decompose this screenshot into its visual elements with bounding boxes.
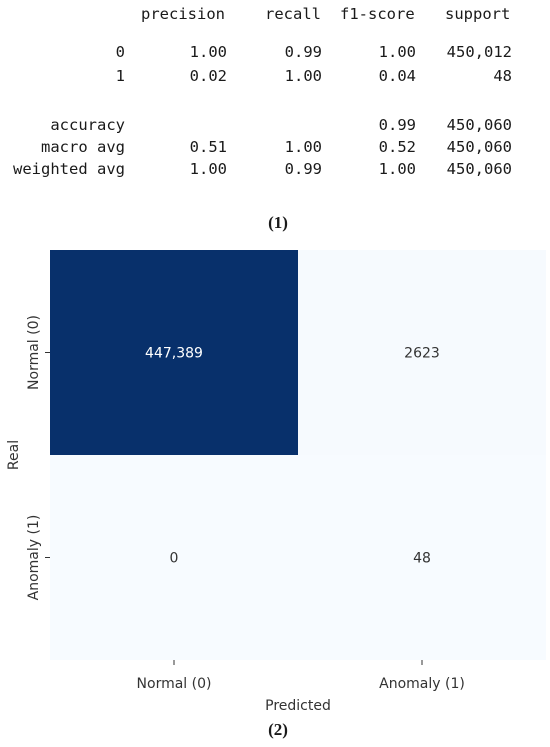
row-0-precision: 1.00 — [189, 43, 227, 61]
y-tick-label-0: Normal (0) — [26, 315, 42, 390]
row-label-0: 0 — [115, 43, 125, 61]
header-support: support — [445, 5, 511, 23]
y-tick-label-1: Anomaly (1) — [26, 515, 42, 601]
row-1-f1: 0.04 — [378, 67, 416, 85]
accuracy-support: 450,060 — [446, 116, 512, 134]
weighted-avg-support: 450,060 — [446, 160, 512, 178]
row-1-precision: 0.02 — [189, 67, 227, 85]
macro-avg-recall: 1.00 — [284, 138, 322, 156]
weighted-avg-precision: 1.00 — [189, 160, 227, 178]
cell-label-1-1: 48 — [413, 551, 431, 567]
caption-part-2: (2) — [268, 720, 288, 739]
weighted-avg-f1: 1.00 — [378, 160, 416, 178]
classification-report: precision recall f1-score support 0 1.00… — [0, 0, 550, 195]
row-1-support: 48 — [493, 67, 512, 85]
accuracy-f1: 0.99 — [378, 116, 416, 134]
row-0-recall: 0.99 — [284, 43, 322, 61]
row-label-1: 1 — [115, 67, 125, 85]
macro-avg-support: 450,060 — [446, 138, 512, 156]
x-axis-title: Predicted — [265, 698, 331, 710]
heatmap-cell-0-1 — [298, 250, 546, 455]
macro-avg-precision: 0.51 — [189, 138, 227, 156]
x-tick-label-0: Normal (0) — [137, 676, 212, 692]
row-label-weighted-avg: weighted avg — [13, 160, 125, 178]
caption-part-1: (1) — [268, 213, 288, 232]
confusion-matrix-heatmap: 447,389 2623 0 48 Normal (0) Anomaly (1) Norma… — [6, 250, 546, 710]
heatmap-cell-0-0 — [50, 250, 298, 455]
cell-label-0-0: 447,389 — [145, 346, 203, 362]
row-0-f1: 1.00 — [378, 43, 416, 61]
macro-avg-f1: 0.52 — [378, 138, 416, 156]
row-label-accuracy: accuracy — [50, 116, 125, 134]
row-label-macro-avg: macro avg — [41, 138, 125, 156]
row-0-support: 450,012 — [446, 43, 512, 61]
y-axis-title: Real — [6, 440, 22, 470]
cell-label-1-0: 0 — [170, 551, 179, 567]
header-precision: precision — [141, 5, 225, 23]
row-1-recall: 1.00 — [284, 67, 322, 85]
heatmap-cell-1-1 — [298, 455, 546, 660]
x-tick-label-1: Anomaly (1) — [379, 676, 465, 692]
header-recall: recall — [265, 5, 321, 23]
heatmap-cell-1-0 — [50, 455, 298, 660]
cell-label-0-1: 2623 — [404, 346, 440, 362]
weighted-avg-recall: 0.99 — [284, 160, 322, 178]
header-f1-score: f1-score — [340, 5, 415, 23]
